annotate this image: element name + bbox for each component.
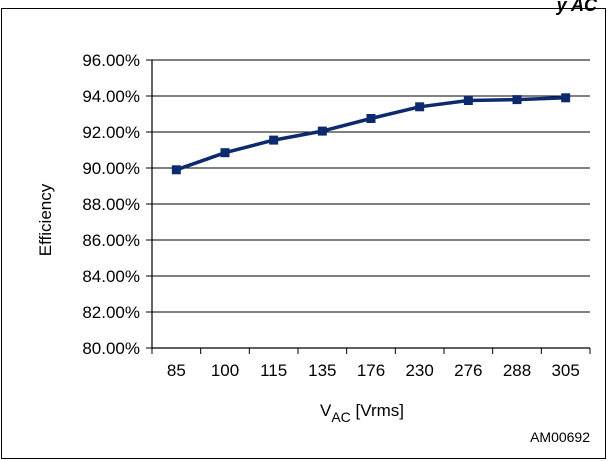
x-tick-label: 305 <box>551 361 579 380</box>
y-tick-label: 86.00% <box>82 231 140 250</box>
x-axis-label-main: V <box>320 401 332 420</box>
series-line <box>175 96 566 172</box>
y-axis-label: Efficiency <box>36 183 55 256</box>
axis-layer <box>146 59 591 354</box>
x-tick-label: 230 <box>405 361 433 380</box>
y-tick-label: 84.00% <box>82 267 140 286</box>
y-tick-label: 96.00% <box>82 51 140 70</box>
data-point <box>366 114 376 123</box>
x-axis-label-unit: [Vrms] <box>351 401 404 420</box>
y-tick-label: 82.00% <box>82 303 140 322</box>
series-layer <box>171 93 571 175</box>
x-axis-label-subscript: AC <box>331 409 350 425</box>
x-tick-label: 100 <box>211 361 239 380</box>
y-tick-label: 80.00% <box>82 339 140 358</box>
data-point <box>269 135 279 145</box>
data-point <box>512 95 522 105</box>
figure-code: AM00692 <box>530 429 590 445</box>
x-tick-label: 176 <box>357 361 385 380</box>
header-fragment: y AC <box>556 0 597 15</box>
data-point <box>561 93 571 103</box>
x-tick-label: 115 <box>260 361 287 380</box>
grid-layer <box>152 59 590 349</box>
y-tick-label: 92.00% <box>82 123 140 142</box>
y-tick-label: 94.00% <box>82 87 140 106</box>
data-point <box>463 96 473 105</box>
x-tick-label: 276 <box>454 361 482 380</box>
data-point <box>171 165 181 175</box>
data-point <box>220 148 230 158</box>
x-axis-label: VAC [Vrms] <box>320 401 404 425</box>
data-point <box>317 126 327 136</box>
data-point <box>415 102 425 112</box>
y-tick-label: 88.00% <box>82 195 140 214</box>
tick-label-layer: 96.00% 94.00% 92.00% 90.00% 88.00% 86.00% 84.0… <box>82 51 580 380</box>
x-tick-label: 288 <box>503 361 531 380</box>
x-tick-label: 85 <box>167 361 186 380</box>
y-tick-label: 90.00% <box>82 159 140 178</box>
x-tick-label: 135 <box>308 361 336 380</box>
